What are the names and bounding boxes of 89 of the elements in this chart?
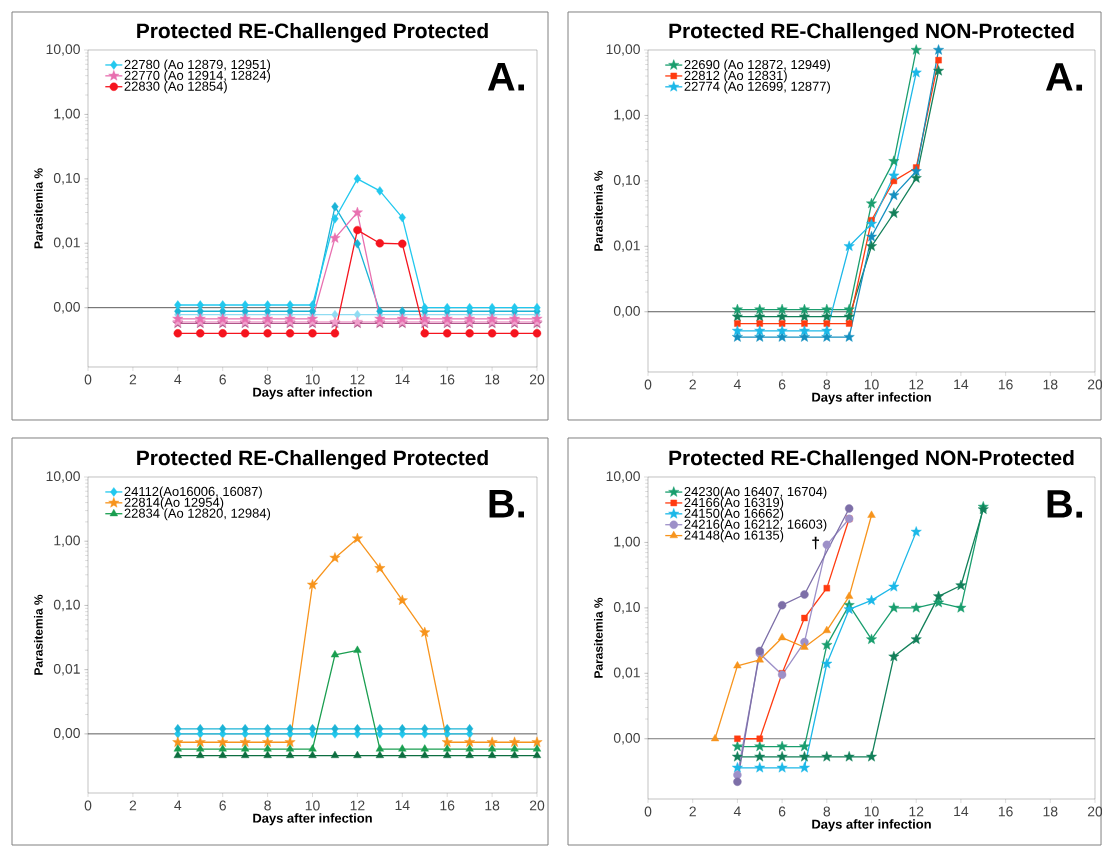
x-tick-label: 10 [864, 379, 879, 390]
legend-label: 24148(Ao 16135) [684, 530, 784, 543]
annotation: A. [487, 63, 524, 91]
x-tick-label: 4 [174, 374, 182, 385]
y-tick-label: 10,00 [606, 471, 640, 483]
x-tick-label: 0 [644, 379, 652, 390]
x-tick-label: 14 [395, 374, 410, 385]
y-tick-label: 0,00 [613, 732, 640, 745]
y-tick-label: 0,10 [613, 175, 640, 187]
x-tick-label: 8 [823, 806, 831, 817]
y-tick-label: 1,00 [614, 109, 640, 122]
y-axis-title: Parasitemia % [33, 168, 43, 249]
chart-title: Protected RE-Challenged Protected [137, 22, 488, 43]
x-axis-title: Days after infection [253, 387, 372, 400]
y-tick-label: 0,00 [53, 728, 80, 740]
x-tick-label: 0 [84, 374, 92, 385]
x-tick-label: 2 [689, 806, 696, 817]
x-tick-label: 0 [644, 806, 652, 817]
x-tick-label: 2 [689, 379, 696, 390]
x-axis-title: Days after infection [253, 813, 372, 826]
y-axis-title: Parasitemia % [593, 170, 603, 251]
y-tick-label: 1,00 [54, 108, 80, 121]
y-tick-label: 10,00 [46, 471, 80, 483]
y-tick-label: 1,00 [54, 535, 80, 547]
x-tick-label: 20 [529, 800, 545, 811]
x-tick-label: 6 [219, 374, 226, 385]
x-tick-label: 8 [823, 379, 831, 390]
y-axis-title: Parasitemia % [593, 597, 603, 678]
y-tick-label: 10,00 [606, 44, 640, 56]
y-tick-label: 0,01 [53, 237, 80, 250]
x-axis-title: Days after infection [812, 819, 931, 832]
chart-title: Protected RE-Challenged NON-Protected [669, 449, 1074, 470]
y-tick-label: 0,10 [53, 173, 80, 185]
x-tick-label: 14 [954, 379, 969, 390]
x-tick-label: 14 [395, 800, 410, 811]
x-tick-label: 0 [84, 800, 92, 811]
x-tick-label: 10 [864, 806, 879, 817]
x-tick-label: 16 [998, 379, 1013, 390]
chart-title: Protected RE-Challenged Protected [137, 449, 488, 470]
y-tick-label: 0,01 [53, 663, 80, 676]
x-tick-label: 18 [1043, 379, 1058, 390]
x-tick-label: 6 [778, 806, 786, 817]
annotation: B. [489, 490, 524, 518]
x-tick-label: 18 [485, 800, 500, 811]
legend-label: 24216(Ao 16212, 16603) [684, 519, 827, 532]
x-tick-label: 12 [909, 806, 924, 817]
x-tick-label: 18 [485, 374, 500, 385]
legend-label: 24150(Ao 16662) [684, 508, 784, 521]
x-tick-label: 16 [440, 800, 455, 811]
annotation: A. [1045, 63, 1083, 91]
chart-title: Protected RE-Challenged NON-Protected [669, 22, 1074, 43]
x-tick-label: 8 [264, 800, 271, 811]
y-tick-label: 0,01 [613, 667, 640, 680]
x-tick-label: 4 [733, 379, 741, 390]
x-tick-label: 10 [305, 374, 320, 385]
y-tick-label: 10,00 [46, 44, 80, 56]
x-tick-label: 8 [264, 374, 271, 385]
legend-label: 22830 (Ao 12854) [124, 81, 227, 94]
x-tick-label: 2 [129, 800, 137, 811]
x-tick-label: 16 [998, 806, 1013, 817]
y-tick-label: 0,01 [613, 240, 640, 253]
x-tick-label: 6 [219, 800, 226, 811]
y-tick-label: 0,10 [53, 599, 80, 612]
x-axis-title: Days after infection [812, 392, 931, 405]
x-tick-label: 12 [350, 800, 365, 811]
x-tick-label: 16 [440, 374, 455, 385]
legend-label: 22814(Ao 12954) [124, 497, 224, 510]
x-tick-label: 4 [174, 800, 182, 811]
y-tick-label: 1,00 [614, 536, 640, 549]
legend-label: 24166(Ao 16319) [684, 497, 784, 510]
x-tick-label: 6 [778, 379, 786, 390]
x-tick-label: 10 [305, 800, 320, 811]
x-tick-label: 12 [909, 379, 924, 390]
y-tick-label: 0,00 [613, 305, 640, 318]
y-tick-label: 0,00 [53, 301, 80, 314]
legend-label: 22774 (Ao 12699, 12877) [684, 81, 830, 94]
x-tick-label: 12 [350, 374, 365, 385]
y-tick-label: 0,10 [613, 602, 640, 614]
x-tick-label: 20 [1087, 806, 1102, 817]
annotation: B. [1047, 490, 1083, 518]
annotation: † [812, 536, 819, 550]
x-tick-label: 4 [733, 806, 741, 817]
x-tick-label: 18 [1043, 806, 1058, 817]
y-axis-title: Parasitemia % [33, 594, 43, 675]
legend-label: 24230(Ao 16407, 16704) [684, 486, 827, 499]
x-tick-label: 20 [529, 374, 545, 385]
x-tick-label: 20 [1087, 379, 1102, 390]
x-tick-label: 2 [129, 374, 137, 385]
x-tick-label: 14 [954, 806, 969, 817]
